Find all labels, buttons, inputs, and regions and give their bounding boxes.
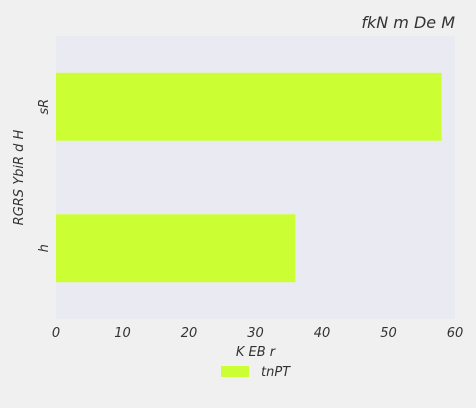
bars-layer xyxy=(56,72,442,283)
x-tick-label: 0 xyxy=(52,326,60,341)
x-tick-label: 20 xyxy=(181,326,198,341)
legend-label: tnPT xyxy=(261,365,291,380)
x-tick-label: 40 xyxy=(314,326,331,341)
bar-sR xyxy=(56,72,442,141)
x-tick-label: 30 xyxy=(247,326,264,341)
x-tick-label: 50 xyxy=(380,326,397,341)
x-tick-label: 10 xyxy=(114,326,131,341)
bar-h xyxy=(56,214,296,283)
x-axis-ticks: 0 10 20 30 40 50 60 xyxy=(52,326,463,341)
x-axis-label: K EB r xyxy=(236,345,277,360)
chart-title: fkN m De M xyxy=(361,13,455,32)
y-tick-label: h xyxy=(37,244,52,252)
y-axis-label: RGRS YbiR d H xyxy=(12,129,27,225)
legend-swatch xyxy=(221,366,249,377)
legend: tnPT xyxy=(221,365,291,380)
y-axis-ticks: sR h xyxy=(37,99,52,253)
y-tick-label: sR xyxy=(37,99,52,115)
x-tick-label: 60 xyxy=(447,326,464,341)
